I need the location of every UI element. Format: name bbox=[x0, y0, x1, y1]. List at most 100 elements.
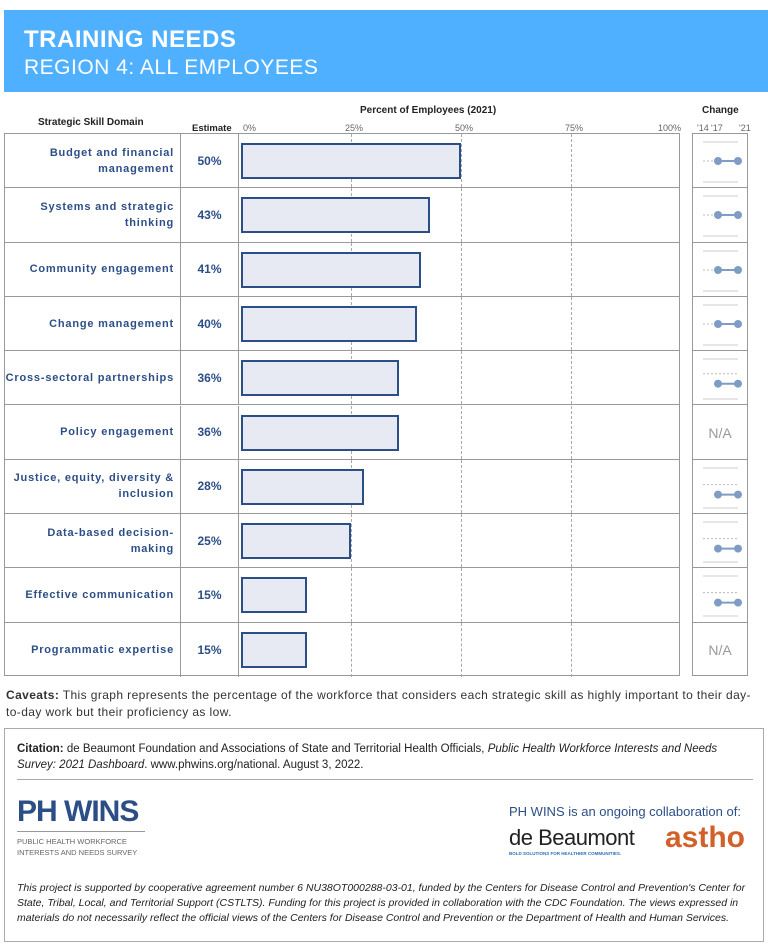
gridline bbox=[461, 568, 462, 622]
point-2017 bbox=[714, 379, 722, 388]
citation: Citation: de Beaumont Foundation and Ass… bbox=[17, 741, 753, 773]
gridline bbox=[461, 296, 462, 351]
x-tick-label: 50% bbox=[455, 123, 474, 133]
point-2017 bbox=[714, 319, 722, 328]
point-2017 bbox=[714, 265, 722, 274]
chart-row: Cross-sectoral partnerships 36% bbox=[5, 351, 679, 406]
estimate-value: 25% bbox=[181, 514, 239, 568]
bar bbox=[241, 251, 422, 288]
category-label: Justice, equity, diversity & inclusion bbox=[5, 459, 181, 514]
bar bbox=[241, 360, 400, 397]
point-2021 bbox=[734, 211, 742, 220]
gridline bbox=[571, 459, 572, 514]
page-title: TRAINING NEEDS bbox=[24, 26, 237, 53]
chart-row: Data-based decision-making 25% bbox=[5, 514, 679, 569]
change-sparkline bbox=[703, 304, 742, 346]
change-sparkline bbox=[703, 575, 742, 617]
change-cell bbox=[693, 514, 747, 569]
category-label: Policy engagement bbox=[5, 405, 181, 459]
change-column-header: Change bbox=[702, 105, 739, 116]
gridline bbox=[571, 622, 572, 677]
na-label: N/A bbox=[708, 424, 732, 441]
phwins-sub2: INTERESTS AND NEEDS SURVEY bbox=[17, 848, 138, 857]
x-tick-label: 75% bbox=[565, 123, 584, 133]
change-tick-label: '21 bbox=[739, 123, 751, 133]
x-tick-label: 25% bbox=[345, 123, 364, 133]
debeaumont-sub: BOLD SOLUTIONS FOR HEALTHIER COMMUNITIES… bbox=[509, 851, 622, 856]
astho-logo: astho bbox=[665, 821, 746, 854]
bar bbox=[241, 631, 307, 668]
category-label: Effective communication bbox=[5, 568, 181, 622]
change-cell bbox=[693, 134, 747, 189]
na-label: N/A bbox=[708, 641, 732, 658]
chart-row: Effective communication 15% bbox=[5, 568, 679, 623]
chart-title: Percent of Employees (2021) bbox=[360, 105, 497, 116]
category-label: Community engagement bbox=[5, 242, 181, 296]
point-2021 bbox=[734, 319, 742, 328]
phwins-sub1: PUBLIC HEALTH WORKFORCE bbox=[17, 837, 127, 846]
point-2021 bbox=[734, 157, 742, 165]
chart-row: Community engagement 41% bbox=[5, 242, 679, 297]
gridline bbox=[571, 405, 572, 459]
page-subtitle: REGION 4: ALL EMPLOYEES bbox=[24, 56, 319, 79]
gridline bbox=[571, 188, 572, 242]
change-cell: N/A bbox=[693, 623, 747, 677]
header-banner: TRAINING NEEDS REGION 4: ALL EMPLOYEES bbox=[4, 10, 768, 92]
gridline bbox=[461, 622, 462, 677]
change-cell bbox=[693, 351, 747, 406]
estimate-value: 36% bbox=[181, 405, 239, 459]
change-cell bbox=[693, 297, 747, 352]
category-label: Programmatic expertise bbox=[5, 622, 181, 677]
gridline bbox=[461, 134, 462, 188]
bar bbox=[241, 143, 461, 179]
gridline bbox=[571, 134, 572, 188]
gridline bbox=[461, 514, 462, 568]
category-label: Data-based decision-making bbox=[5, 514, 181, 568]
point-2017 bbox=[714, 544, 722, 553]
x-tick-label: 0% bbox=[243, 123, 257, 133]
change-cell bbox=[693, 460, 747, 515]
citation-text: de Beaumont Foundation and Associations … bbox=[63, 743, 488, 755]
gridline bbox=[351, 622, 352, 677]
estimate-value: 36% bbox=[181, 351, 239, 405]
change-sparkline bbox=[703, 467, 742, 509]
change-cell bbox=[693, 243, 747, 297]
category-label: Change management bbox=[5, 296, 181, 351]
gridline bbox=[461, 405, 462, 459]
bar bbox=[241, 305, 417, 342]
change-column: N/A N/A bbox=[692, 133, 748, 676]
estimate-value: 43% bbox=[181, 188, 239, 242]
point-2021 bbox=[734, 598, 742, 607]
point-2021 bbox=[734, 490, 742, 499]
chart-row: Justice, equity, diversity & inclusion 2… bbox=[5, 459, 679, 515]
point-2021 bbox=[734, 379, 742, 388]
divider bbox=[17, 779, 753, 780]
bar bbox=[241, 468, 365, 505]
bar bbox=[241, 197, 431, 234]
category-label: Budget and financial management bbox=[5, 134, 181, 188]
estimate-column-header: Estimate bbox=[192, 123, 232, 134]
debeaumont-logo: de Beaumont BOLD SOLUTIONS FOR HEALTHIER… bbox=[509, 825, 635, 856]
change-cell bbox=[693, 568, 747, 623]
change-sparkline bbox=[703, 250, 742, 292]
estimate-value: 41% bbox=[181, 242, 239, 296]
change-sparkline bbox=[703, 358, 742, 400]
caveats: Caveats: This graph represents the perce… bbox=[6, 687, 762, 721]
support-statement: This project is supported by cooperative… bbox=[17, 882, 746, 924]
gridline bbox=[571, 514, 572, 568]
point-2021 bbox=[734, 265, 742, 274]
point-2017 bbox=[714, 598, 722, 607]
estimate-value: 50% bbox=[181, 134, 239, 188]
category-label: Cross-sectoral partnerships bbox=[5, 351, 181, 405]
chart-row: Change management 40% bbox=[5, 296, 679, 352]
estimate-value: 15% bbox=[181, 568, 239, 622]
gridline bbox=[571, 296, 572, 351]
change-tick-label: '17 bbox=[711, 123, 723, 133]
change-cell bbox=[693, 188, 747, 243]
gridline bbox=[571, 351, 572, 405]
change-cell: N/A bbox=[693, 406, 747, 460]
caveats-label: Caveats: bbox=[6, 688, 60, 702]
gridline bbox=[461, 351, 462, 405]
category-label: Systems and strategic thinking bbox=[5, 188, 181, 242]
phwins-logo: PH WINS PUBLIC HEALTH WORKFORCE INTEREST… bbox=[17, 795, 145, 858]
